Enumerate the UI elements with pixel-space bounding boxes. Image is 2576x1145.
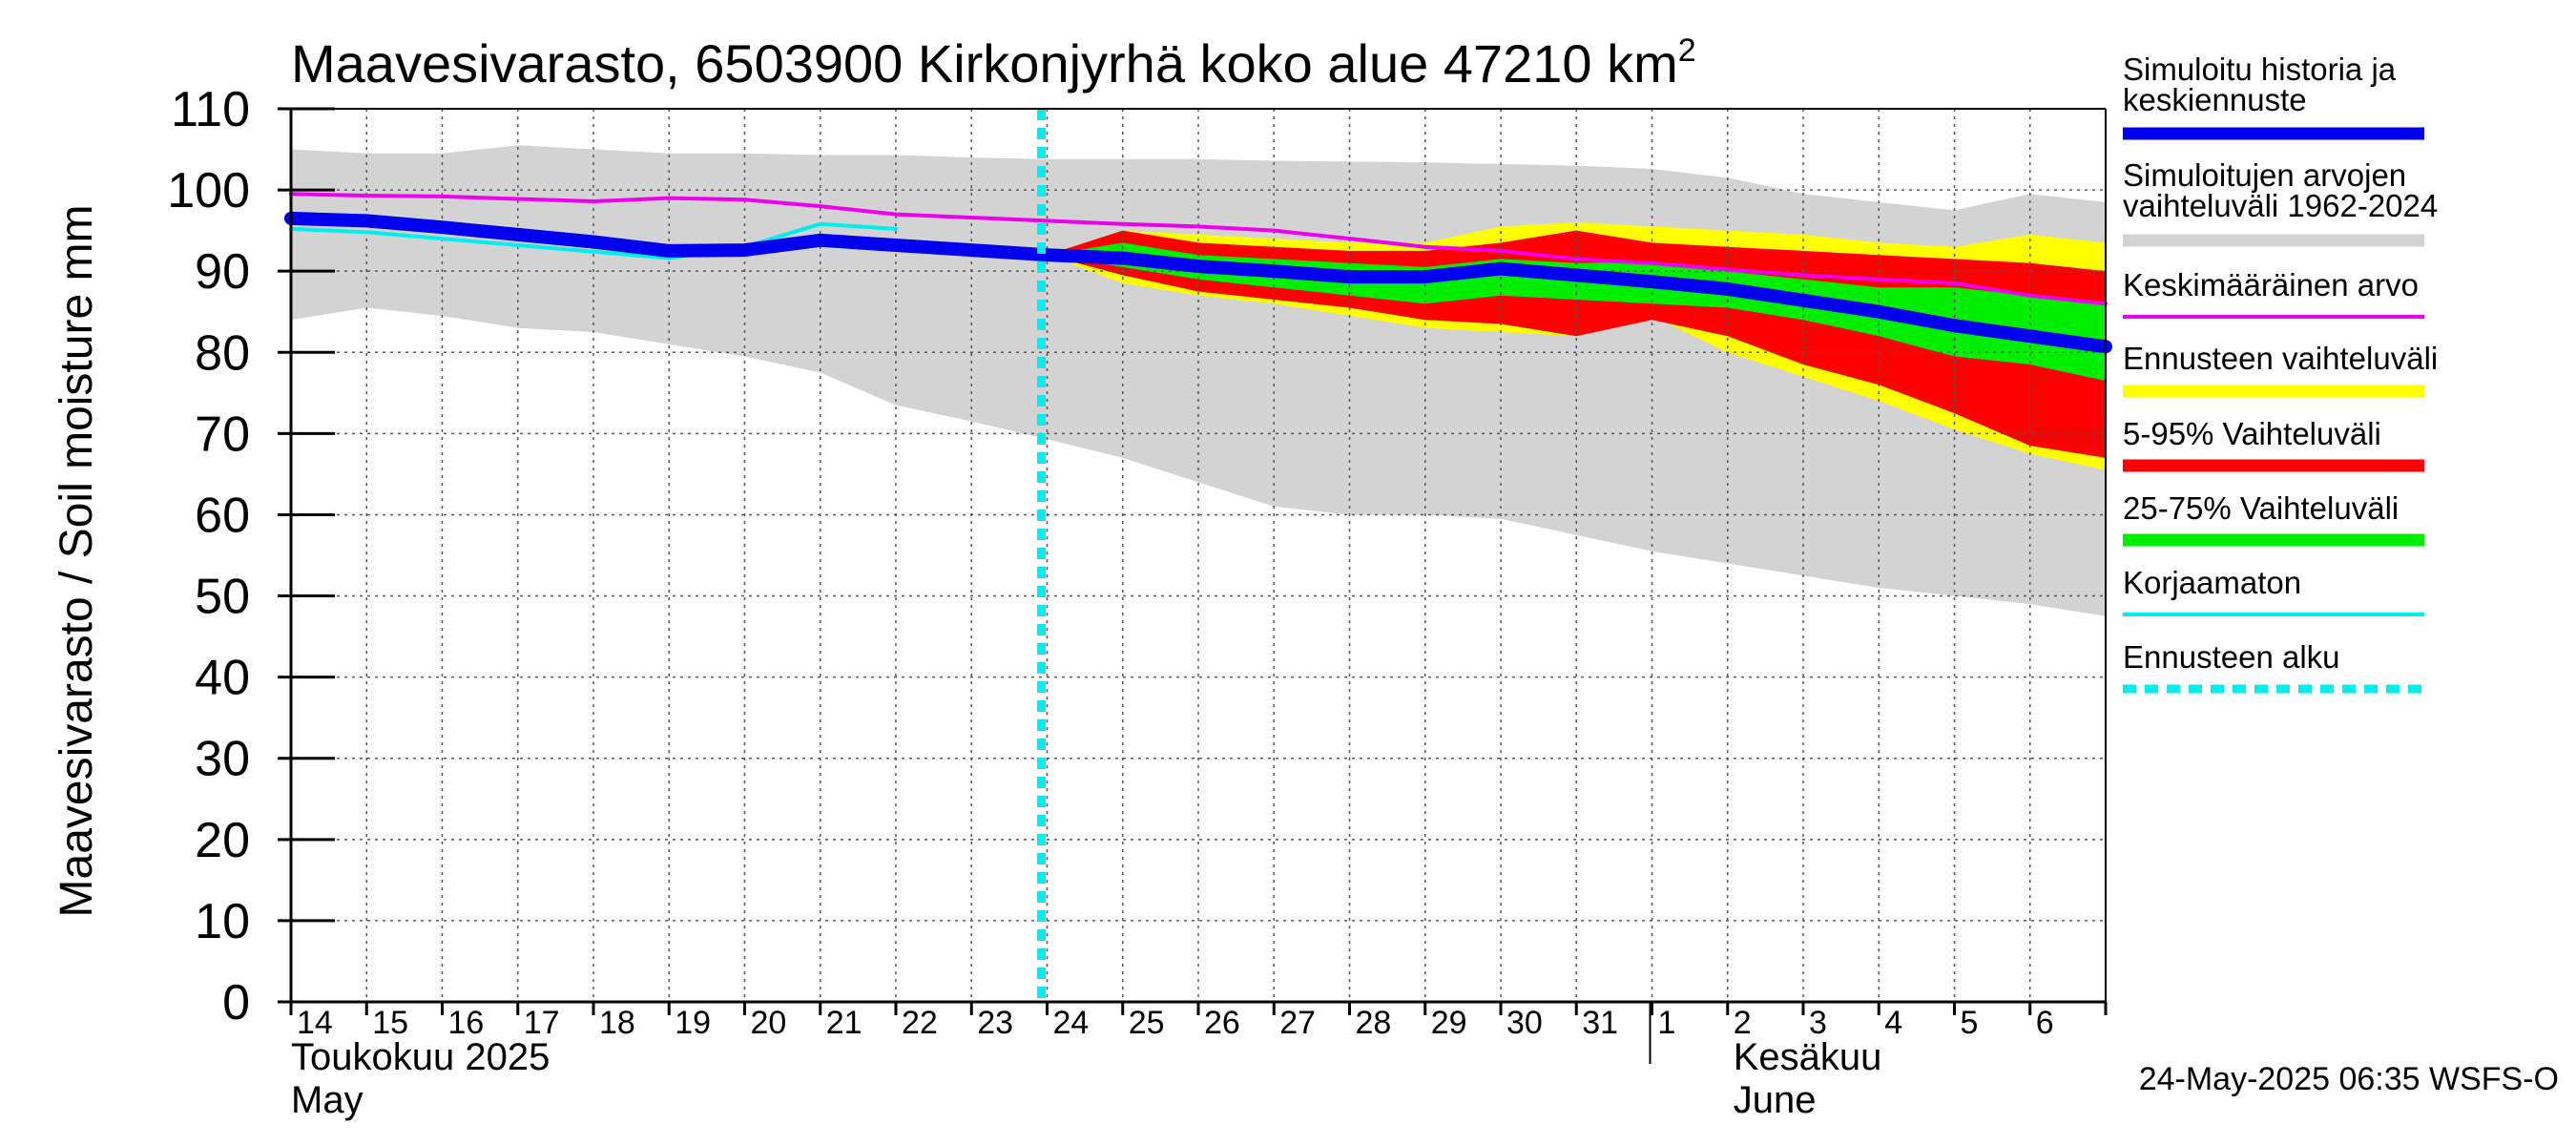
legend-label: Simuloitujen arvojen xyxy=(2123,157,2406,193)
x-day-label: 1 xyxy=(1658,1005,1676,1041)
legend-label: keskiennuste xyxy=(2123,82,2307,117)
mean-value-line xyxy=(289,192,2108,306)
legend-label: vaihteluväli 1962-2024 xyxy=(2123,188,2438,223)
x-day-label: 25 xyxy=(1129,1005,1165,1041)
x-day-label: 27 xyxy=(1279,1005,1316,1041)
simulated-median-line xyxy=(284,211,2112,354)
x-day-label: 30 xyxy=(1506,1005,1543,1041)
x-day-label: 24 xyxy=(1053,1005,1090,1041)
y-axis-label: Maavesivarasto / Soil moisture mm xyxy=(52,205,102,918)
x-day-label: 2 xyxy=(1734,1005,1752,1041)
month-label-en: June xyxy=(1734,1079,1817,1121)
y-tick-label: 50 xyxy=(195,570,250,625)
timestamp-label: 24-May-2025 06:35 WSFS-O xyxy=(2139,1061,2559,1097)
y-tick-label: 80 xyxy=(195,325,250,381)
x-day-label: 26 xyxy=(1204,1005,1240,1041)
y-tick-label: 60 xyxy=(195,488,250,543)
x-day-label: 14 xyxy=(297,1005,333,1041)
x-day-label: 28 xyxy=(1356,1005,1392,1041)
plot-grid xyxy=(291,109,2106,1002)
legend-label: Ennusteen vaihteluväli xyxy=(2123,341,2438,376)
x-day-label: 17 xyxy=(524,1005,560,1041)
month-label-fi: Kesäkuu xyxy=(1734,1036,1882,1078)
x-day-label: 18 xyxy=(599,1005,635,1041)
x-day-label: 29 xyxy=(1431,1005,1467,1041)
x-day-label: 6 xyxy=(2036,1005,2054,1041)
legend-label: 5-95% Vaihteluväli xyxy=(2123,416,2381,451)
x-day-label: 16 xyxy=(448,1005,485,1041)
y-tick-label: 0 xyxy=(222,975,250,1030)
x-day-label: 21 xyxy=(826,1005,862,1041)
x-day-label: 23 xyxy=(977,1005,1013,1041)
x-day-label: 3 xyxy=(1809,1005,1827,1041)
x-day-label: 20 xyxy=(751,1005,787,1041)
x-day-label: 5 xyxy=(1961,1005,1979,1041)
legend-label: Ennusteen alku xyxy=(2123,639,2340,675)
y-tick-label: 90 xyxy=(195,244,250,300)
y-tick-label: 110 xyxy=(171,82,250,137)
legend-label: Simuloitu historia ja xyxy=(2123,52,2397,87)
month-label-fi: Toukokuu 2025 xyxy=(291,1036,550,1078)
y-tick-label: 10 xyxy=(195,894,250,949)
legend-label: 25-75% Vaihteluväli xyxy=(2123,490,2399,526)
x-day-label: 15 xyxy=(372,1005,408,1041)
legend-label: Korjaamaton xyxy=(2123,565,2301,600)
y-tick-label: 20 xyxy=(195,813,250,868)
y-tick-label: 40 xyxy=(195,651,250,706)
x-day-label: 22 xyxy=(902,1005,938,1041)
y-tick-label: 100 xyxy=(167,163,250,219)
month-label-en: May xyxy=(291,1079,364,1121)
chart-title: Maavesivarasto, 6503900 Kirkonjyrhä koko… xyxy=(291,32,1696,94)
legend-label: Keskimääräinen arvo xyxy=(2123,267,2419,302)
y-tick-label: 70 xyxy=(195,406,250,462)
plot-lines xyxy=(284,109,2112,1002)
x-day-label: 19 xyxy=(675,1005,711,1041)
x-day-label: 31 xyxy=(1582,1005,1618,1041)
uncorrected-line xyxy=(289,221,898,260)
x-day-label: 4 xyxy=(1884,1005,1902,1041)
y-tick-label: 30 xyxy=(195,732,250,787)
